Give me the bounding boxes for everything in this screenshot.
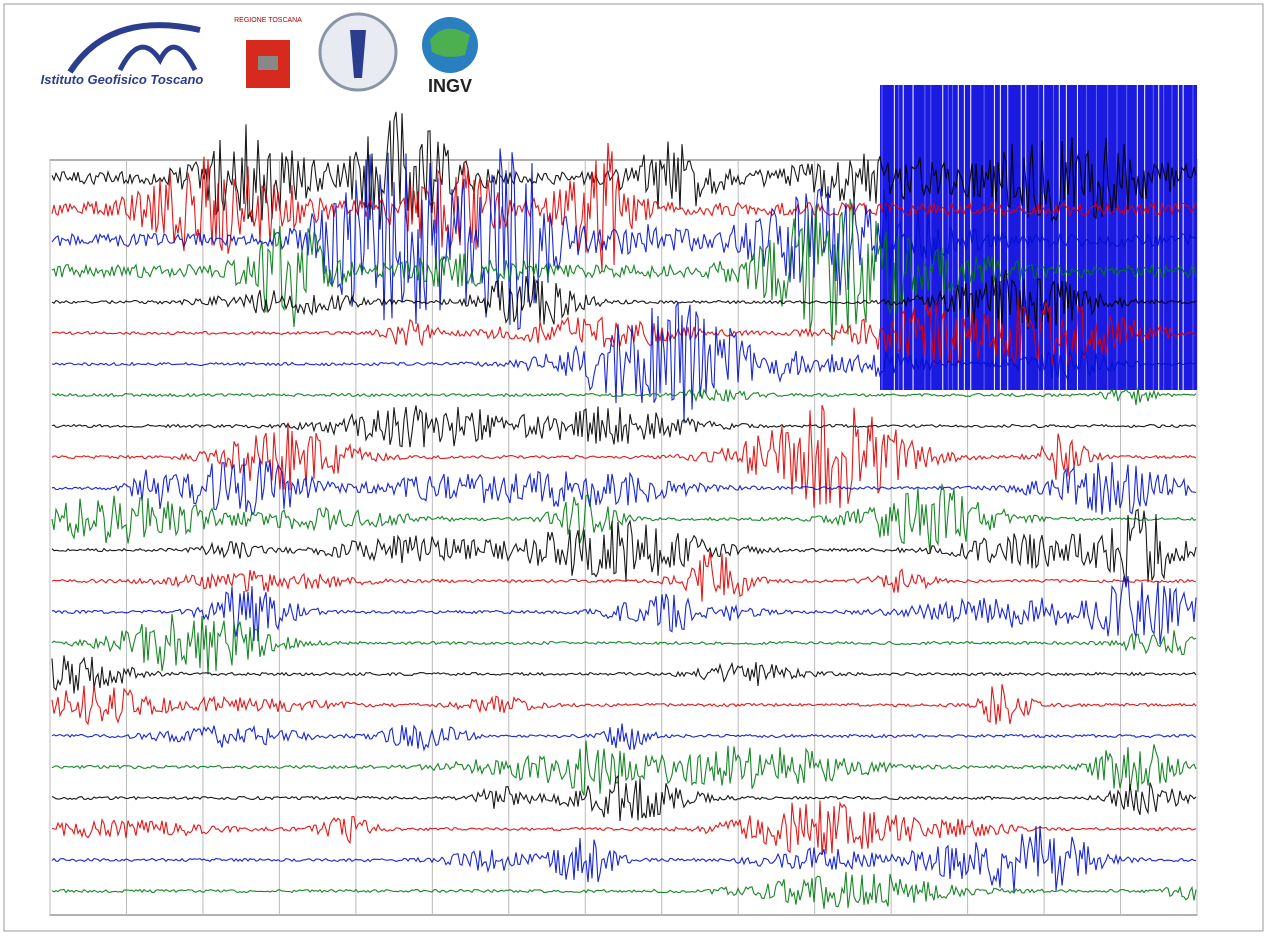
logo-text: Istituto Geofisico Toscano (41, 72, 204, 87)
logo-text: REGIONE TOSCANA (234, 17, 302, 24)
logo-ingv: INGV (422, 17, 478, 96)
logo-seal (320, 14, 396, 90)
logo-text: INGV (428, 76, 472, 96)
seismogram-page: Istituto Geofisico Toscano REGIONE TOSCA… (0, 0, 1268, 936)
